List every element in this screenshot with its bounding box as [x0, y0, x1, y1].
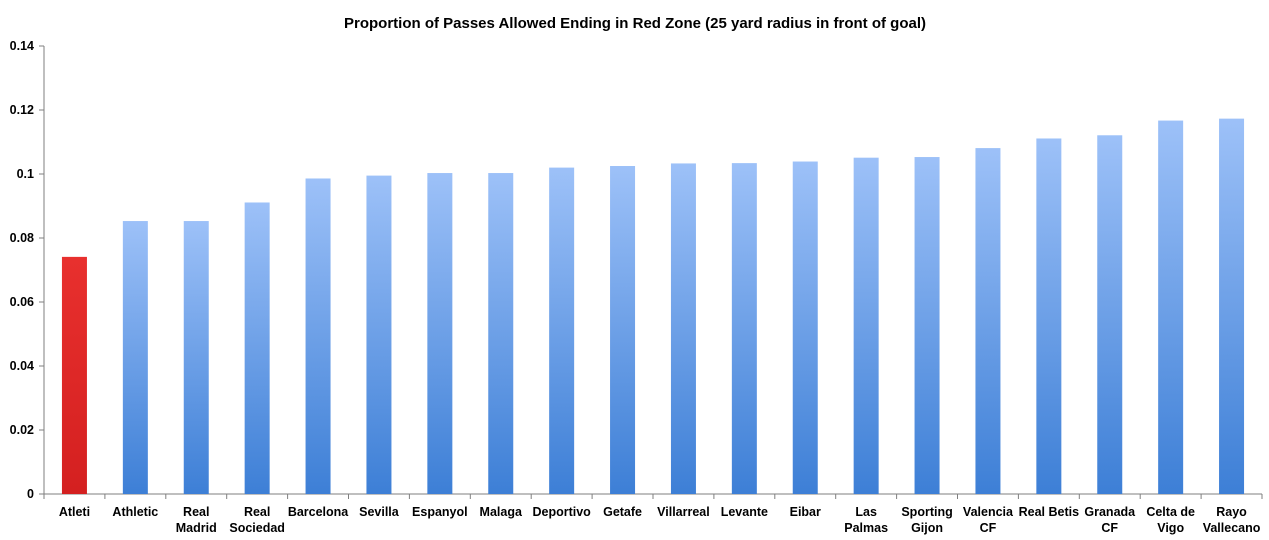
bar [610, 166, 636, 494]
category-label: Valencia CF [963, 505, 1014, 535]
category-label-line: Gijon [911, 521, 943, 535]
y-tick-label: 0.12 [10, 103, 34, 117]
y-tick-label: 0.1 [17, 167, 34, 181]
category-label: Sporting Gijon [901, 505, 952, 535]
bar [549, 167, 575, 494]
bar [61, 256, 87, 494]
y-axis: 0 0.02 0.04 0.06 0.08 0.1 0.12 0.14 [10, 39, 45, 501]
category-label-line: Valencia [963, 505, 1014, 519]
category-label: Rayo Vallecano [1203, 505, 1261, 535]
category-label-line: Villarreal [657, 505, 710, 519]
y-tick-label: 0.14 [10, 39, 34, 53]
category-label-line: Athletic [112, 505, 158, 519]
bar [853, 157, 879, 494]
category-label: Sevilla [359, 505, 400, 519]
bar [1158, 120, 1184, 494]
category-label-line: CF [980, 521, 997, 535]
category-label: Las Palmas [844, 505, 888, 535]
category-label: Barcelona [288, 505, 349, 519]
bar [1097, 135, 1123, 494]
y-tick-label: 0 [27, 487, 34, 501]
category-label-line: Espanyol [412, 505, 468, 519]
bars [61, 118, 1245, 495]
category-label: Real Betis [1019, 505, 1079, 519]
category-label: Deportivo [532, 505, 591, 519]
category-label-line: CF [1101, 521, 1118, 535]
bar [366, 175, 392, 494]
bar [183, 221, 209, 495]
category-label-line: Eibar [790, 505, 821, 519]
category-label: Celta de Vigo [1146, 505, 1195, 535]
bar [914, 157, 940, 495]
bar [975, 148, 1001, 494]
bar [427, 173, 453, 495]
category-label-line: Real [244, 505, 270, 519]
category-label-line: Malaga [480, 505, 523, 519]
category-label-line: Granada [1084, 505, 1136, 519]
category-label: Eibar [790, 505, 821, 519]
category-label: Athletic [112, 505, 158, 519]
category-label-line: Las [855, 505, 877, 519]
category-label-line: Getafe [603, 505, 642, 519]
y-tick-label: 0.04 [10, 359, 34, 373]
category-label-line: Rayo [1216, 505, 1247, 519]
category-label-line: Palmas [844, 521, 888, 535]
bar [488, 173, 514, 495]
category-label: Granada CF [1084, 505, 1136, 535]
bar [244, 202, 270, 495]
x-axis [43, 493, 1263, 499]
category-label: Real Sociedad [229, 505, 285, 535]
bar [792, 161, 818, 494]
category-label-line: Barcelona [288, 505, 349, 519]
bar [305, 178, 331, 495]
bar [731, 163, 757, 494]
category-label-line: Sevilla [359, 505, 400, 519]
category-label-line: Celta de [1146, 505, 1195, 519]
category-label-line: Vallecano [1203, 521, 1261, 535]
y-tick-label: 0.02 [10, 423, 34, 437]
category-label-line: Sporting [901, 505, 952, 519]
category-label-line: Levante [721, 505, 768, 519]
category-label-line: Atleti [59, 505, 90, 519]
category-label: Malaga [480, 505, 523, 519]
chart-title: Proportion of Passes Allowed Ending in R… [344, 15, 926, 32]
category-label: Atleti [59, 505, 90, 519]
category-labels: Atleti Athletic Real Madrid Real SociedadBarc… [59, 505, 1261, 535]
category-label-line: Vigo [1157, 521, 1184, 535]
y-tick-label: 0.06 [10, 295, 34, 309]
y-tick-label: 0.08 [10, 231, 34, 245]
category-label: Villarreal [657, 505, 710, 519]
category-label: Espanyol [412, 505, 468, 519]
category-label: Getafe [603, 505, 642, 519]
category-label-line: Real [183, 505, 209, 519]
bar [1036, 138, 1062, 495]
category-label-line: Madrid [176, 521, 217, 535]
bar [122, 221, 148, 495]
category-label: Levante [721, 505, 768, 519]
category-label: Real Madrid [176, 505, 217, 535]
bar [670, 163, 696, 494]
category-label-line: Sociedad [229, 521, 285, 535]
category-label-line: Deportivo [532, 505, 591, 519]
bar [1219, 118, 1245, 494]
category-label-line: Real Betis [1019, 505, 1079, 519]
